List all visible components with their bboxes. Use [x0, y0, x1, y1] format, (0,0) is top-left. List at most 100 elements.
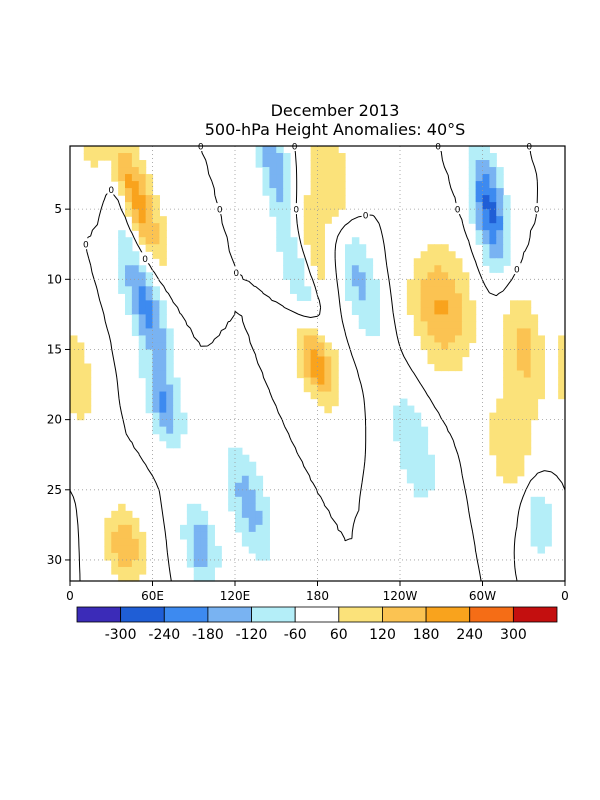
heatmap-cell — [489, 216, 497, 224]
heatmap-cell — [248, 545, 257, 554]
heatmap-cell — [358, 293, 367, 301]
heatmap-cell — [324, 160, 332, 168]
heatmap-cell — [324, 153, 332, 161]
heatmap-cell — [455, 307, 463, 315]
heatmap-cell — [166, 377, 174, 386]
heatmap-cell — [468, 188, 477, 196]
heatmap-cell — [255, 489, 264, 498]
heatmap-cell — [324, 391, 332, 400]
heatmap-cell — [503, 454, 511, 463]
heatmap-cell — [310, 384, 319, 393]
heatmap-cell — [145, 384, 154, 393]
heatmap-cell — [523, 328, 532, 337]
heatmap-cell — [372, 328, 380, 337]
heatmap-cell — [200, 538, 209, 547]
heatmap-cell — [145, 405, 154, 414]
heatmap-cell — [303, 216, 312, 224]
heatmap-cell — [283, 174, 291, 182]
heatmap-cell — [283, 209, 291, 217]
heatmap-cell — [468, 335, 477, 344]
heatmap-cell — [262, 174, 270, 182]
heatmap-cell — [166, 370, 174, 379]
heatmap-cell — [186, 559, 195, 568]
heatmap-cell — [200, 517, 209, 526]
heatmap-cell — [510, 321, 518, 330]
heatmap-cell — [358, 272, 367, 280]
heatmap-cell — [523, 321, 532, 330]
heatmap-cell — [489, 202, 497, 210]
heatmap-cell — [420, 293, 429, 301]
x-tick-label: 60W — [469, 589, 496, 603]
heatmap-cell — [310, 181, 319, 189]
heatmap-cell — [510, 335, 518, 344]
heatmap-cell — [118, 174, 126, 182]
heatmap-cell — [90, 153, 99, 161]
heatmap-cell — [131, 265, 140, 273]
heatmap-cell — [351, 293, 360, 301]
heatmap-cell — [193, 524, 202, 533]
heatmap-cell — [283, 188, 291, 196]
heatmap-cell — [544, 517, 552, 526]
heatmap-cell — [482, 167, 490, 175]
heatmap-cell — [241, 503, 250, 512]
heatmap-cell — [152, 391, 160, 400]
heatmap-cell — [111, 146, 119, 154]
heatmap-cell — [138, 342, 147, 351]
heatmap-cell — [138, 265, 147, 273]
x-tick-label: 180 — [306, 589, 329, 603]
heatmap-cell — [159, 405, 167, 414]
heatmap-cell — [523, 377, 532, 386]
heatmap-cell — [131, 524, 140, 533]
heatmap-cell — [131, 160, 140, 168]
heatmap-cell — [448, 265, 456, 273]
heatmap-cell — [427, 300, 435, 308]
heatmap-cell — [455, 356, 463, 365]
heatmap-cell — [138, 216, 147, 224]
heatmap-cell — [413, 489, 422, 498]
heatmap-cell — [482, 223, 490, 231]
heatmap-cell — [70, 405, 78, 414]
heatmap-cell — [207, 573, 215, 582]
heatmap-cell — [523, 307, 532, 315]
heatmap-cell — [125, 566, 133, 575]
heatmap-cell — [283, 237, 291, 245]
heatmap-cell — [241, 531, 250, 540]
heatmap-cell — [351, 265, 360, 273]
heatmap-cell — [241, 461, 250, 470]
heatmap-cell — [241, 496, 250, 505]
heatmap-cell — [496, 398, 504, 407]
heatmap-cell — [269, 202, 277, 210]
heatmap-cell — [193, 510, 202, 519]
heatmap-cell — [296, 363, 305, 372]
heatmap-cell — [104, 538, 112, 547]
heatmap-cell — [317, 363, 325, 372]
contour-label: 0 — [217, 206, 223, 216]
heatmap-cell — [269, 174, 277, 182]
x-tick-label: 120W — [383, 589, 418, 603]
heatmap-cell — [516, 412, 525, 421]
heatmap-cell — [365, 328, 374, 337]
heatmap-cell — [413, 433, 422, 442]
heatmap-cell — [516, 342, 525, 351]
heatmap-cell — [393, 412, 401, 421]
heatmap-cell — [558, 391, 566, 400]
heatmap-cell — [131, 209, 140, 217]
heatmap-cell — [131, 286, 140, 294]
heatmap-cell — [269, 195, 277, 203]
heatmap-cell — [420, 300, 429, 308]
heatmap-cell — [338, 174, 346, 182]
heatmap-cell — [255, 475, 264, 484]
heatmap-cell — [166, 349, 174, 358]
heatmap-cell — [317, 398, 325, 407]
heatmap-cell — [461, 286, 470, 294]
heatmap-cell — [365, 279, 374, 287]
heatmap-cell — [468, 209, 477, 217]
heatmap-cell — [290, 272, 298, 280]
heatmap-cell — [125, 286, 133, 294]
heatmap-cell — [138, 307, 147, 315]
heatmap-cell — [461, 321, 470, 330]
heatmap-cell — [228, 482, 236, 491]
heatmap-cell — [145, 363, 154, 372]
heatmap-cell — [503, 209, 511, 217]
heatmap-cell — [503, 461, 511, 470]
